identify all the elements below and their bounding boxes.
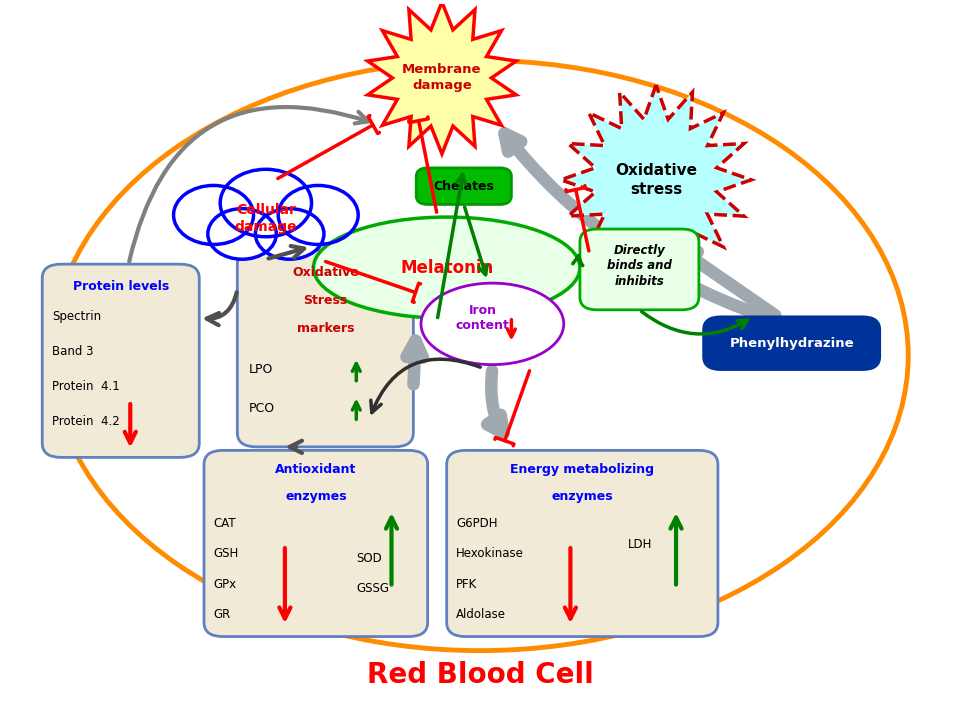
Text: Directly
binds and
inhibits: Directly binds and inhibits: [607, 244, 672, 288]
Text: LDH: LDH: [628, 538, 652, 551]
Circle shape: [278, 186, 358, 245]
FancyBboxPatch shape: [417, 168, 512, 205]
Text: Protein levels: Protein levels: [73, 279, 169, 293]
Text: Protein  4.2: Protein 4.2: [52, 415, 119, 428]
Circle shape: [255, 208, 324, 260]
Text: enzymes: enzymes: [551, 490, 613, 503]
Text: LPO: LPO: [249, 363, 273, 376]
Circle shape: [174, 186, 253, 245]
Text: Hexokinase: Hexokinase: [456, 547, 524, 560]
Text: Oxidative
stress: Oxidative stress: [615, 163, 697, 197]
Text: markers: markers: [297, 322, 354, 335]
Text: Aldolase: Aldolase: [456, 608, 506, 621]
Text: Red Blood Cell: Red Blood Cell: [367, 661, 593, 689]
Text: Energy metabolizing: Energy metabolizing: [511, 463, 655, 476]
Text: SOD: SOD: [356, 552, 382, 565]
Text: Antioxidant: Antioxidant: [276, 463, 356, 476]
Text: Band 3: Band 3: [52, 345, 93, 358]
Ellipse shape: [52, 60, 908, 651]
Text: enzymes: enzymes: [285, 490, 347, 503]
Text: Oxidative: Oxidative: [292, 266, 359, 279]
Circle shape: [220, 169, 312, 237]
Text: Cellular
damage: Cellular damage: [234, 203, 298, 234]
Text: GSSG: GSSG: [356, 582, 390, 595]
Text: Melatonin: Melatonin: [400, 259, 493, 277]
FancyBboxPatch shape: [237, 250, 414, 447]
Text: GSH: GSH: [213, 547, 239, 560]
FancyBboxPatch shape: [42, 264, 200, 457]
Polygon shape: [561, 85, 752, 274]
Text: GR: GR: [213, 608, 230, 621]
Text: CAT: CAT: [213, 517, 236, 530]
Text: Chelates: Chelates: [433, 180, 494, 193]
Ellipse shape: [421, 283, 564, 365]
FancyBboxPatch shape: [580, 229, 699, 310]
Text: Iron
content: Iron content: [456, 304, 510, 332]
Text: Stress: Stress: [303, 294, 348, 306]
Text: GPx: GPx: [213, 577, 237, 591]
Text: Spectrin: Spectrin: [52, 310, 101, 323]
FancyBboxPatch shape: [446, 450, 718, 636]
Text: Membrane
damage: Membrane damage: [402, 63, 482, 92]
Polygon shape: [368, 2, 516, 154]
Circle shape: [207, 208, 276, 260]
Ellipse shape: [314, 217, 580, 319]
Text: G6PDH: G6PDH: [456, 517, 497, 530]
Text: Phenylhydrazine: Phenylhydrazine: [730, 337, 854, 350]
Text: PCO: PCO: [249, 402, 275, 415]
Text: Protein  4.1: Protein 4.1: [52, 380, 119, 393]
Text: PFK: PFK: [456, 577, 477, 591]
FancyBboxPatch shape: [704, 317, 879, 370]
FancyBboxPatch shape: [204, 450, 427, 636]
